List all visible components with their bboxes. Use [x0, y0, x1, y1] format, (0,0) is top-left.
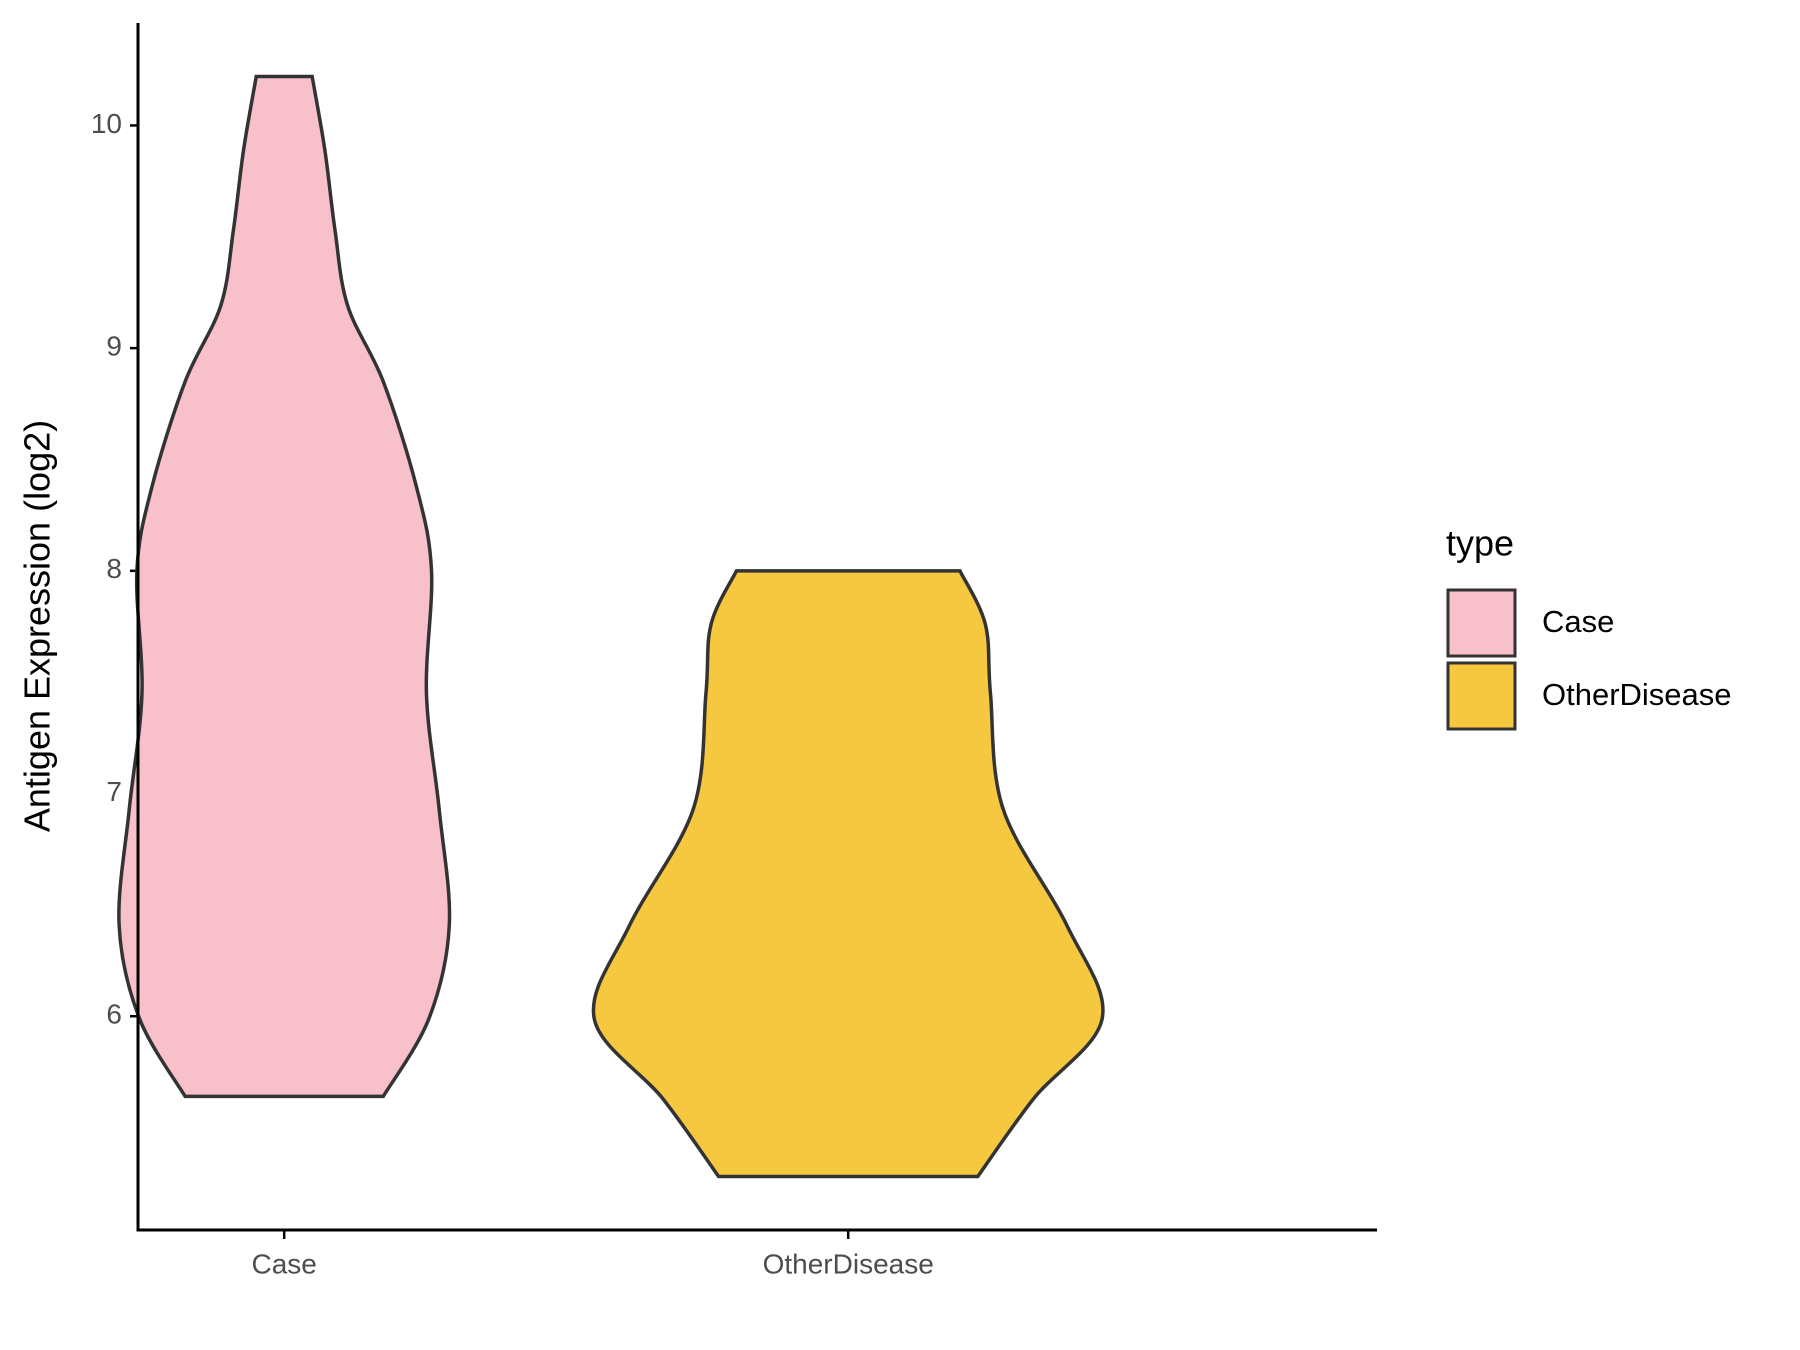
- legend-label: Case: [1542, 604, 1614, 639]
- x-tick-label: OtherDisease: [763, 1248, 934, 1279]
- y-tick-label: 9: [106, 331, 122, 362]
- legend-key: [1446, 661, 1517, 731]
- legend-label: OtherDisease: [1542, 677, 1732, 712]
- y-tick-label: 8: [106, 553, 122, 584]
- y-tick-label: 10: [91, 108, 122, 139]
- y-tick-label: 7: [106, 776, 122, 807]
- legend-title: type: [1446, 523, 1514, 564]
- y-axis-title: Antigen Expression (log2): [17, 420, 58, 832]
- legend-key: [1446, 588, 1517, 658]
- y-tick-label: 6: [106, 999, 122, 1030]
- violin: [117, 74, 452, 1099]
- x-tick-label: Case: [252, 1248, 317, 1279]
- violin: [591, 569, 1105, 1179]
